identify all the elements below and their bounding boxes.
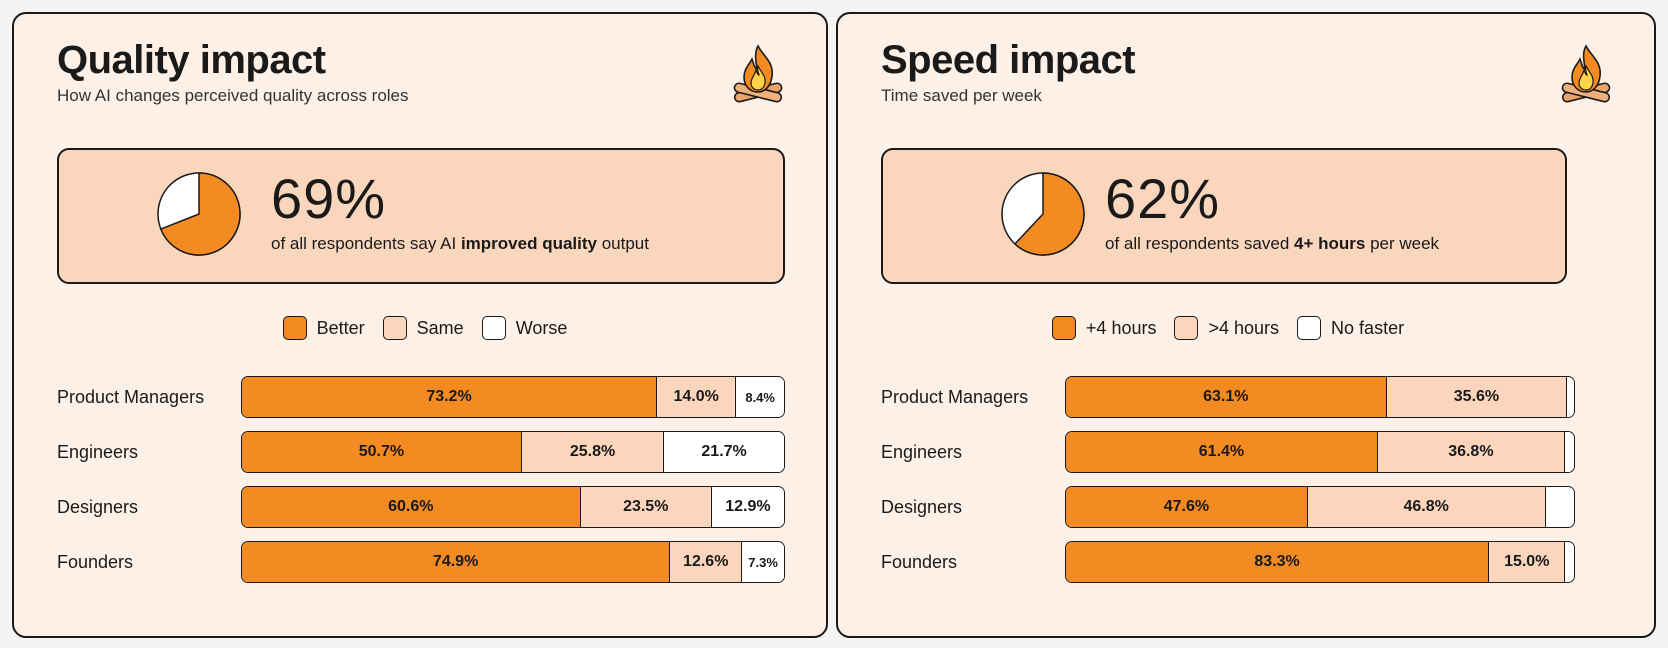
bar-row: Designers 47.6% 46.8%: [881, 486, 1611, 530]
category-label: Founders: [57, 552, 134, 572]
bar-segment-no-faster: [1565, 542, 1574, 582]
bar-segment-4-hours: 83.3%: [1066, 542, 1490, 582]
category-label: Founders: [881, 552, 958, 572]
stacked-bar: 47.6% 46.8%: [1065, 486, 1575, 528]
summary-percent: 62%: [1105, 167, 1221, 230]
bar-row: Engineers 50.7% 25.8% 21.7%: [57, 431, 787, 475]
panel-subtitle: How AI changes perceived quality across …: [57, 86, 409, 105]
speed-impact-panel: Speed impact Time saved per week 62% of …: [836, 12, 1656, 638]
category-label: Designers: [881, 497, 963, 517]
bar-segment-worse: 8.4%: [736, 377, 784, 417]
bar-segment-same: 25.8%: [521, 432, 665, 472]
summary-text-before: of all respondents saved: [1105, 234, 1295, 253]
bar-segment-4-hours: 36.8%: [1377, 432, 1565, 472]
panel-title: Speed impact: [881, 38, 1136, 82]
category-label: Product Managers: [57, 387, 205, 407]
category-label: Engineers: [57, 442, 139, 462]
legend-label: Better: [316, 317, 365, 338]
bar-segment-worse: 7.3%: [742, 542, 784, 582]
legend-label: No faster: [1331, 317, 1405, 338]
campfire-inner-flame: [750, 64, 766, 91]
bar-segment-better: 50.7%: [242, 432, 522, 472]
campfire-icon: [1561, 44, 1611, 103]
panel-title: Quality impact: [57, 38, 326, 82]
stacked-bar: 74.9% 12.6% 7.3%: [241, 541, 785, 583]
bar-row: Product Managers 63.1% 35.6%: [881, 376, 1611, 420]
summary-card: 69% of all respondents say AI improved q…: [57, 148, 785, 284]
legend-swatch: [481, 316, 506, 340]
bar-row: Engineers 61.4% 36.8%: [881, 431, 1611, 475]
summary-text: of all respondents say AI improved quali…: [271, 234, 649, 254]
legend-label: Worse: [515, 317, 568, 338]
category-label: Engineers: [881, 442, 963, 462]
category-label: Product Managers: [881, 387, 1029, 407]
bar-row: Product Managers 73.2% 14.0% 8.4%: [57, 376, 787, 420]
legend-label: +4 hours: [1085, 317, 1157, 338]
legend-swatch: [382, 316, 407, 340]
summary-text-before: of all respondents say AI: [271, 234, 461, 253]
bar-segment-4-hours: 15.0%: [1489, 542, 1566, 582]
bar-segment-same: 23.5%: [580, 487, 712, 527]
quality-impact-panel: Quality impact How AI changes perceived …: [12, 12, 828, 638]
summary-pie: [157, 172, 241, 256]
legend-swatch: [282, 316, 307, 340]
legend-swatch: [1174, 316, 1199, 340]
summary-text-bold: improved quality: [460, 234, 597, 253]
legend-swatch: [1051, 316, 1076, 340]
bar-segment-4-hours: 47.6%: [1066, 487, 1308, 527]
legend-item: Same: [382, 316, 464, 340]
bar-row: Designers 60.6% 23.5% 12.9%: [57, 486, 787, 530]
stacked-bar: 73.2% 14.0% 8.4%: [241, 376, 785, 418]
bar-segment-no-faster: [1545, 487, 1574, 527]
summary-card: 62% of all respondents saved 4+ hours pe…: [881, 148, 1567, 284]
stacked-bar: 63.1% 35.6%: [1065, 376, 1575, 418]
summary-percent: 69%: [271, 167, 387, 230]
bar-segment-4-hours: 61.4%: [1066, 432, 1378, 472]
summary-text-after: per week: [1365, 234, 1440, 253]
category-label: Designers: [57, 497, 139, 517]
summary-text-after: output: [596, 234, 649, 253]
bar-row: Founders 83.3% 15.0%: [881, 541, 1611, 585]
bar-segment-4-hours: 46.8%: [1307, 487, 1546, 527]
panel-subtitle: Time saved per week: [881, 86, 1042, 105]
bar-segment-same: 14.0%: [657, 377, 737, 417]
bar-segment-4-hours: 63.1%: [1066, 377, 1387, 417]
bar-segment-better: 73.2%: [242, 377, 657, 417]
bar-segment-better: 74.9%: [242, 542, 671, 582]
bar-segment-better: 60.6%: [242, 487, 581, 527]
stacked-bar: 50.7% 25.8% 21.7%: [241, 431, 785, 473]
stacked-bar: 60.6% 23.5% 12.9%: [241, 486, 785, 528]
legend-item: >4 hours: [1174, 316, 1279, 340]
bar-segment-4-hours: 35.6%: [1386, 377, 1568, 417]
legend-item: Better: [282, 316, 365, 340]
legend: Better Same Worse: [14, 316, 826, 340]
bar-segment-same: 12.6%: [670, 542, 743, 582]
legend-swatch: [1297, 316, 1322, 340]
summary-text: of all respondents saved 4+ hours per we…: [1105, 234, 1439, 254]
bar-segment-worse: 12.9%: [711, 487, 784, 527]
summary-pie: [1001, 172, 1085, 256]
summary-text-bold: 4+ hours: [1294, 234, 1366, 253]
bar-segment-worse: 21.7%: [664, 432, 784, 472]
campfire-inner-flame: [1578, 64, 1594, 91]
campfire-icon: [733, 44, 783, 103]
stacked-bar: 83.3% 15.0%: [1065, 541, 1575, 583]
pie-main-slice: [1014, 172, 1085, 256]
legend-label: >4 hours: [1208, 317, 1280, 338]
legend-item: +4 hours: [1051, 316, 1157, 340]
bar-segment-no-faster: [1564, 432, 1574, 472]
stacked-bar: 61.4% 36.8%: [1065, 431, 1575, 473]
legend-item: No faster: [1297, 316, 1404, 340]
legend-label: Same: [416, 317, 464, 338]
pie-main-slice: [160, 172, 241, 256]
legend: +4 hours >4 hours No faster: [820, 316, 1636, 340]
bar-row: Founders 74.9% 12.6% 7.3%: [57, 541, 787, 585]
legend-item: Worse: [481, 316, 568, 340]
bar-segment-no-faster: [1567, 377, 1574, 417]
